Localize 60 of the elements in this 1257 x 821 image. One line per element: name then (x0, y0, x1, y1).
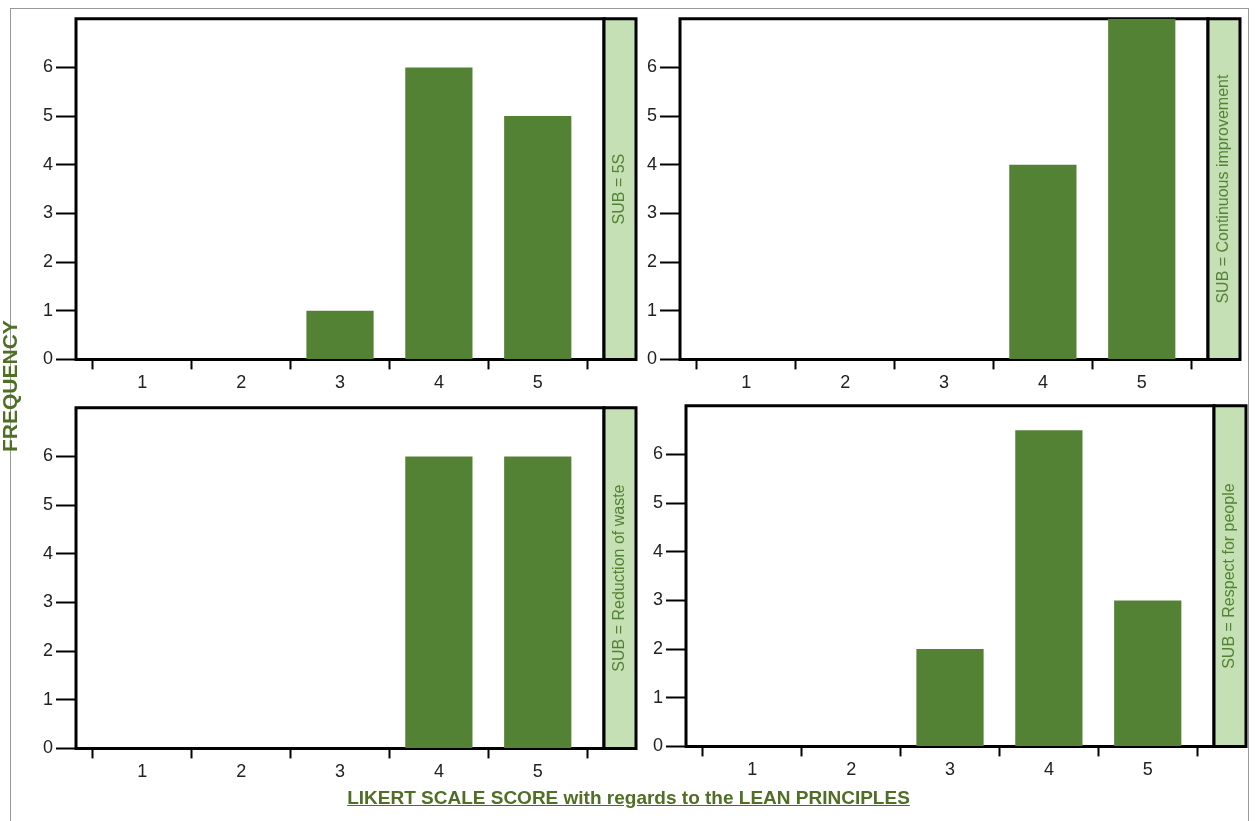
bar (1114, 600, 1182, 746)
text: SUB = Respect for people (1220, 483, 1238, 669)
y-tick-label: 4 (653, 540, 664, 561)
x-tick-label: 3 (945, 759, 956, 780)
x-tick-label: 1 (137, 761, 148, 782)
y-tick-label: 5 (653, 492, 664, 513)
y-tick-label: 1 (653, 686, 664, 707)
y-tick-label: 0 (43, 737, 54, 758)
x-tick-label: 2 (236, 761, 247, 782)
x-tick-label: 4 (433, 761, 444, 782)
y-tick-label: 1 (43, 688, 54, 709)
x-tick-label: 3 (335, 372, 346, 393)
x-tick-label: 5 (532, 761, 543, 782)
x-tick-label: 2 (846, 759, 857, 780)
x-tick-label: 3 (939, 372, 950, 393)
y-tick-label: 4 (43, 153, 54, 174)
x-tick-label: 1 (747, 759, 758, 780)
x-tick-label: 4 (433, 372, 444, 393)
y-tick-label: 6 (43, 445, 54, 466)
bar (916, 649, 984, 746)
y-axis-title: FREQUENCY (0, 320, 22, 452)
y-tick-label: 5 (43, 494, 54, 515)
x-tick-label: 3 (335, 761, 346, 782)
x-axis-title: LIKERT SCALE SCORE with regards to the LEAN PRINCIPLES (346, 787, 911, 809)
y-tick-label: 2 (43, 640, 54, 661)
text: SUB = 5S (610, 153, 628, 225)
y-tick-label: 3 (647, 202, 658, 223)
y-tick-label: 1 (43, 299, 54, 320)
y-tick-label: 6 (647, 56, 658, 77)
y-tick-label: 4 (43, 542, 54, 563)
y-tick-label: 2 (43, 251, 54, 272)
x-tick-label: 1 (137, 372, 148, 393)
y-tick-label: 6 (653, 443, 664, 464)
x-tick-label: 5 (1136, 372, 1147, 393)
text: SUB = Continuous improvement (1214, 74, 1232, 304)
x-tick-label: 4 (1043, 759, 1054, 780)
y-tick-label: 2 (647, 251, 658, 272)
y-tick-label: 5 (43, 105, 54, 126)
y-tick-label: 0 (647, 348, 658, 369)
y-tick-label: 0 (43, 348, 54, 369)
bar (405, 67, 473, 359)
y-tick-label: 4 (647, 153, 658, 174)
y-tick-label: 6 (43, 56, 54, 77)
bar (306, 310, 374, 359)
x-tick-label: 2 (840, 372, 851, 393)
x-tick-label: 1 (741, 372, 752, 393)
x-tick-label: 4 (1037, 372, 1048, 393)
y-tick-label: 1 (647, 299, 658, 320)
text: SUB = Reduction of waste (610, 484, 628, 672)
x-tick-label: 2 (236, 372, 247, 393)
x-tick-label: 5 (1142, 759, 1153, 780)
y-tick-label: 3 (43, 202, 54, 223)
y-tick-label: 2 (653, 638, 664, 659)
y-tick-label: 0 (653, 735, 664, 756)
x-tick-label: 5 (532, 372, 543, 393)
y-tick-label: 3 (43, 591, 54, 612)
y-tick-label: 3 (653, 589, 664, 610)
bar (1015, 430, 1083, 746)
bar (504, 116, 572, 359)
y-tick-label: 5 (647, 105, 658, 126)
